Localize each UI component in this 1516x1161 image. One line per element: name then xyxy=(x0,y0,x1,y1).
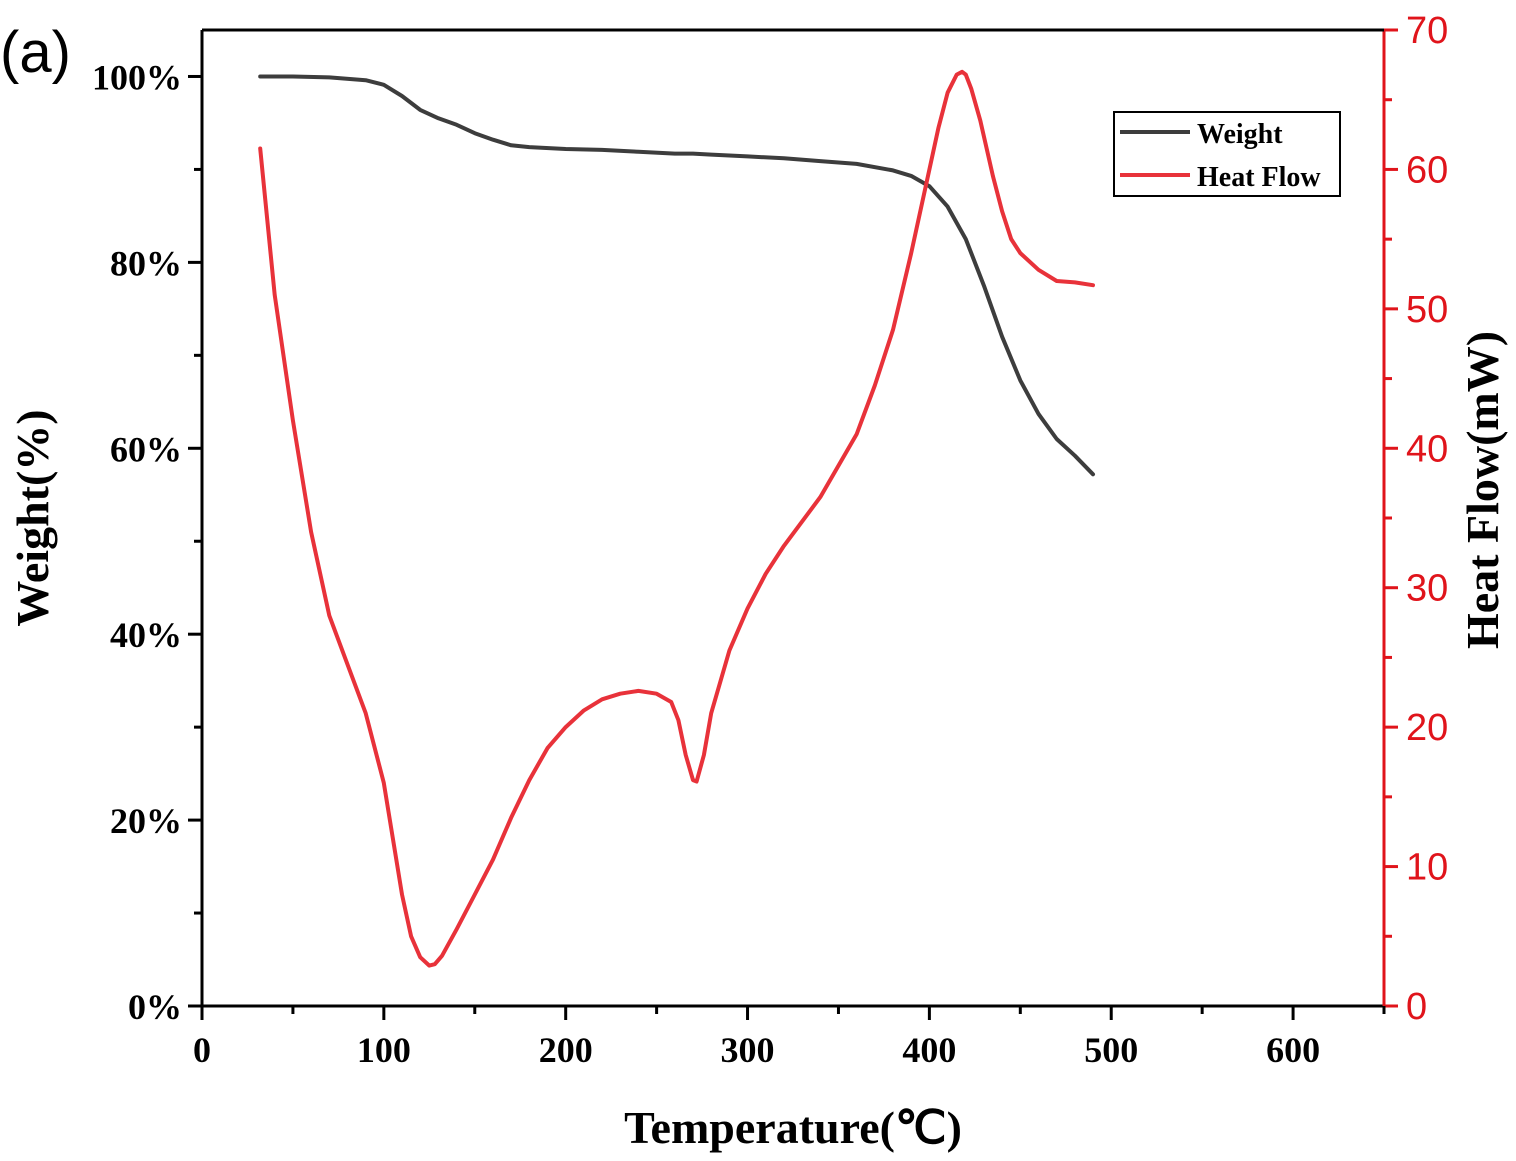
right-tick-label: 60 xyxy=(1406,149,1448,191)
panel-label: (a) xyxy=(0,20,71,85)
right-tick-label: 70 xyxy=(1406,10,1448,52)
legend-heat-flow-label: Heat Flow xyxy=(1197,162,1321,193)
legend-box xyxy=(1113,111,1341,197)
legend: Weight Heat Flow xyxy=(1113,111,1341,197)
left-tick-label: 80% xyxy=(110,243,182,283)
x-tick-label: 600 xyxy=(1266,1030,1320,1070)
weight-series-line xyxy=(258,74,1095,477)
x-tick-label: 0 xyxy=(193,1030,211,1070)
heat-flow-series-line xyxy=(258,69,1095,968)
x-tick-label: 200 xyxy=(539,1030,593,1070)
right-tick-label: 50 xyxy=(1406,289,1448,331)
x-tick-label: 100 xyxy=(357,1030,411,1070)
right-tick-label: 10 xyxy=(1406,847,1448,889)
right-tick-label: 20 xyxy=(1406,707,1448,749)
x-tick-label: 400 xyxy=(902,1030,956,1070)
legend-weight-label: Weight xyxy=(1197,119,1283,150)
left-tick-label: 20% xyxy=(110,801,182,841)
right-tick-label: 0 xyxy=(1406,986,1427,1028)
left-tick-label: 0% xyxy=(128,987,182,1027)
left-tick-label: 40% xyxy=(110,615,182,655)
x-axis-title: Temperature(℃) xyxy=(624,1102,962,1153)
x-axis-ticks: 0 100 200 300 400 500 600 xyxy=(193,1006,1386,1070)
right-axis-title: Heat Flow(mW) xyxy=(1457,331,1508,649)
series-layer xyxy=(258,69,1095,968)
right-tick-label: 30 xyxy=(1406,568,1448,610)
left-tick-label: 60% xyxy=(110,429,182,469)
left-tick-label: 100% xyxy=(92,57,182,97)
x-tick-label: 500 xyxy=(1084,1030,1138,1070)
left-axis-ticks: 0% 20% 40% 60% 80% 100% xyxy=(92,57,202,1027)
right-tick-label: 40 xyxy=(1406,428,1448,470)
x-tick-label: 300 xyxy=(721,1030,775,1070)
left-axis-title: Weight(%) xyxy=(7,409,58,626)
right-axis-ticks: 0 10 20 30 40 50 60 70 xyxy=(1384,10,1448,1028)
